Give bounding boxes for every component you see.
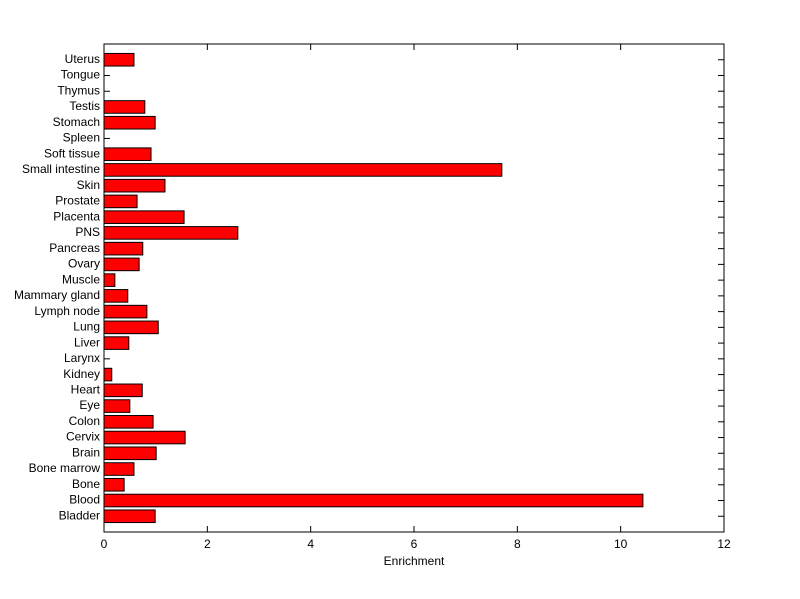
x-tick-label: 2 (204, 537, 211, 551)
bar (103, 289, 129, 303)
plot-area (103, 43, 725, 533)
bar (103, 462, 135, 476)
bar (103, 320, 159, 335)
x-tick-label: 4 (307, 537, 314, 551)
bar (103, 115, 156, 130)
y-tick-label: Tongue (61, 68, 101, 82)
bar (103, 509, 156, 524)
bar (103, 194, 138, 209)
y-tick-label: Thymus (57, 83, 100, 97)
bar (103, 367, 113, 382)
y-tick-label: Mammary gland (14, 288, 100, 302)
y-tick-label: Larynx (64, 351, 100, 365)
bar (103, 446, 157, 461)
y-tick-label: Cervix (66, 430, 100, 444)
y-tick-label: Brain (72, 445, 100, 459)
bar (103, 430, 186, 445)
y-tick-label: Blood (69, 493, 100, 507)
bar (103, 399, 131, 413)
y-tick-label: Soft tissue (44, 146, 100, 160)
y-tick-label: Colon (69, 414, 100, 428)
bar (103, 147, 152, 161)
y-tick-label: PNS (75, 225, 100, 239)
x-tick-label: 0 (101, 537, 108, 551)
y-tick-label: Heart (71, 382, 101, 396)
bar (103, 178, 166, 193)
x-axis-label: Enrichment (384, 554, 445, 568)
bar (103, 100, 146, 114)
y-tick-label: Small intestine (22, 162, 100, 176)
x-tick-label: 6 (411, 537, 418, 551)
x-tick-label: 8 (514, 537, 521, 551)
y-tick-label: Prostate (55, 194, 100, 208)
y-tick-label: Bone (72, 477, 100, 491)
y-tick-label: Ovary (68, 257, 100, 271)
x-tick-label: 10 (614, 537, 628, 551)
y-tick-label: Uterus (65, 52, 100, 66)
y-tick-label: Stomach (53, 115, 100, 129)
bar (103, 241, 144, 256)
y-tick-label: Testis (69, 99, 100, 113)
bar (103, 226, 239, 240)
bar (103, 273, 116, 287)
bar (103, 163, 503, 177)
bar (103, 493, 644, 508)
y-tick-label: Bone marrow (29, 461, 101, 475)
bar (103, 383, 143, 398)
y-tick-label: Eye (79, 398, 100, 412)
y-tick-label: Liver (74, 335, 100, 349)
bar (103, 257, 140, 272)
bar (103, 415, 154, 429)
y-tick-label: Bladder (59, 508, 100, 522)
y-tick-label: Pancreas (49, 241, 100, 255)
y-tick-label: Lymph node (34, 304, 100, 318)
y-tick-label: Skin (77, 178, 100, 192)
bar (103, 477, 125, 492)
bar (103, 210, 185, 224)
bar (103, 52, 135, 67)
y-tick-label: Kidney (63, 367, 100, 381)
bar (103, 336, 130, 350)
bar (103, 304, 148, 319)
y-tick-label: Lung (73, 320, 100, 334)
y-tick-label: Placenta (53, 209, 100, 223)
x-tick-label: 12 (717, 537, 731, 551)
y-tick-label: Spleen (63, 131, 100, 145)
y-tick-label: Muscle (62, 272, 100, 286)
